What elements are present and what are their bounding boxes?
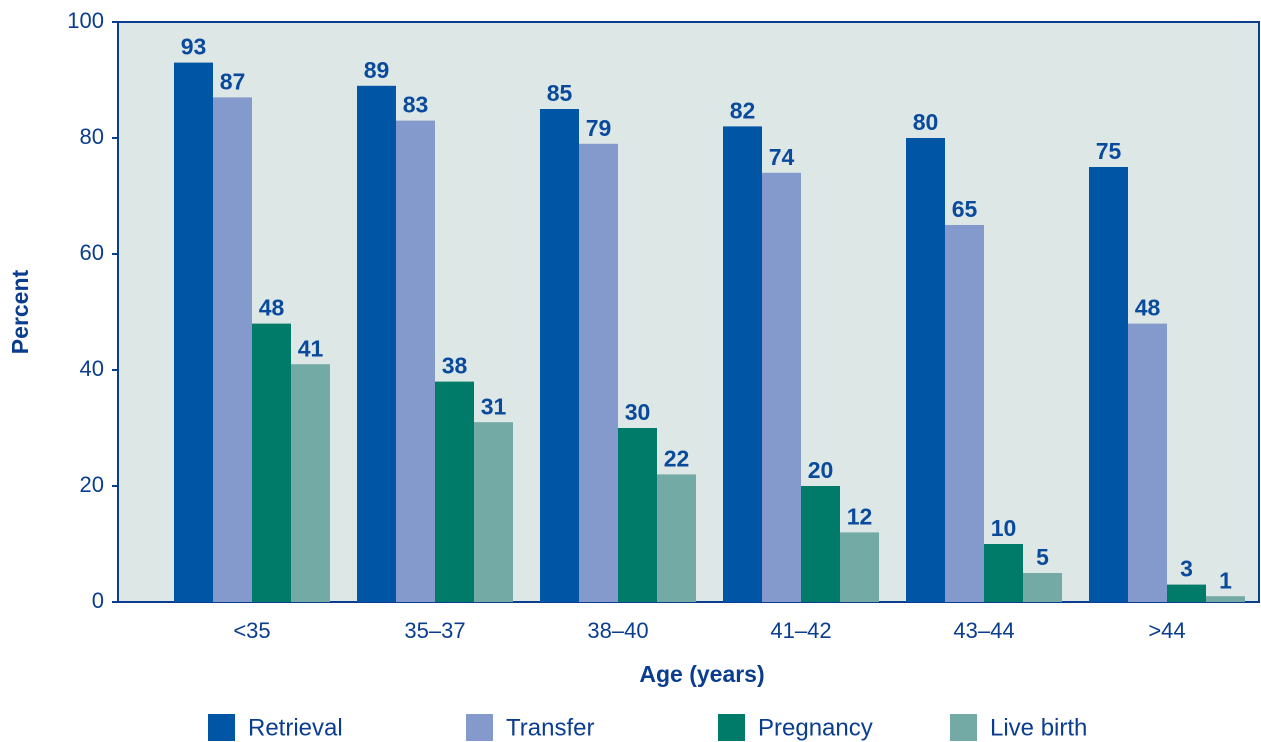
bar: [174, 62, 213, 603]
value-label: 48: [259, 295, 285, 321]
value-label: 85: [547, 80, 573, 106]
value-label: 74: [769, 144, 795, 170]
value-label: 1: [1219, 567, 1232, 593]
value-label: 87: [220, 68, 246, 94]
value-label: 3: [1180, 556, 1193, 582]
bar: [906, 138, 945, 602]
bar: [1023, 573, 1062, 602]
bar: [840, 532, 879, 602]
legend-swatch: [950, 714, 977, 741]
legend-label: Transfer: [506, 714, 594, 741]
x-tick-label: 35–37: [404, 618, 465, 643]
bar: [435, 381, 474, 602]
bar: [1128, 323, 1167, 602]
value-label: 31: [481, 393, 507, 419]
bar: [657, 474, 696, 602]
bar: [579, 143, 618, 603]
y-tick-label: 20: [80, 472, 104, 497]
bar: [945, 225, 984, 602]
value-label: 80: [913, 109, 939, 135]
x-axis-label: Age (years): [639, 661, 764, 687]
value-label: 65: [952, 196, 978, 222]
value-label: 12: [847, 503, 873, 529]
y-tick-label: 40: [80, 356, 104, 381]
bar: [1206, 596, 1245, 602]
value-label: 48: [1135, 295, 1161, 321]
value-label: 75: [1096, 138, 1122, 164]
value-label: 30: [625, 399, 651, 425]
value-label: 10: [991, 515, 1017, 541]
value-label: 22: [664, 445, 690, 471]
value-label: 20: [808, 457, 834, 483]
bar: [1167, 584, 1206, 602]
y-axis-label: Percent: [7, 269, 33, 354]
x-tick-label: 43–44: [953, 618, 1014, 643]
value-label: 41: [298, 335, 324, 361]
y-tick-label: 100: [67, 8, 104, 33]
x-tick-label: 38–40: [587, 618, 648, 643]
value-label: 82: [730, 97, 756, 123]
legend-swatch: [718, 714, 745, 741]
bar: [474, 422, 513, 602]
legend-swatch: [466, 714, 493, 741]
value-label: 38: [442, 353, 468, 379]
bar: [213, 97, 252, 603]
bar: [357, 85, 396, 603]
value-label: 93: [181, 34, 207, 60]
bar: [801, 486, 840, 602]
bar: [618, 428, 657, 602]
bar: [396, 120, 435, 602]
y-tick-label: 60: [80, 240, 104, 265]
x-tick-label: <35: [233, 618, 270, 643]
bar: [540, 109, 579, 602]
bar: [252, 323, 291, 602]
bar: [984, 544, 1023, 602]
legend-swatch: [208, 714, 235, 741]
value-label: 5: [1036, 544, 1049, 570]
value-label: 83: [403, 92, 429, 118]
value-label: 79: [586, 115, 612, 141]
bar: [291, 364, 330, 602]
bar: [1089, 167, 1128, 602]
legend-label: Live birth: [990, 714, 1087, 741]
legend-label: Retrieval: [248, 714, 343, 741]
x-tick-label: 41–42: [770, 618, 831, 643]
bar: [762, 172, 801, 603]
y-tick-label: 0: [92, 588, 104, 613]
value-label: 89: [364, 57, 390, 83]
x-tick-label: >44: [1148, 618, 1185, 643]
legend-label: Pregnancy: [758, 714, 873, 741]
y-tick-label: 80: [80, 124, 104, 149]
bar: [723, 126, 762, 603]
